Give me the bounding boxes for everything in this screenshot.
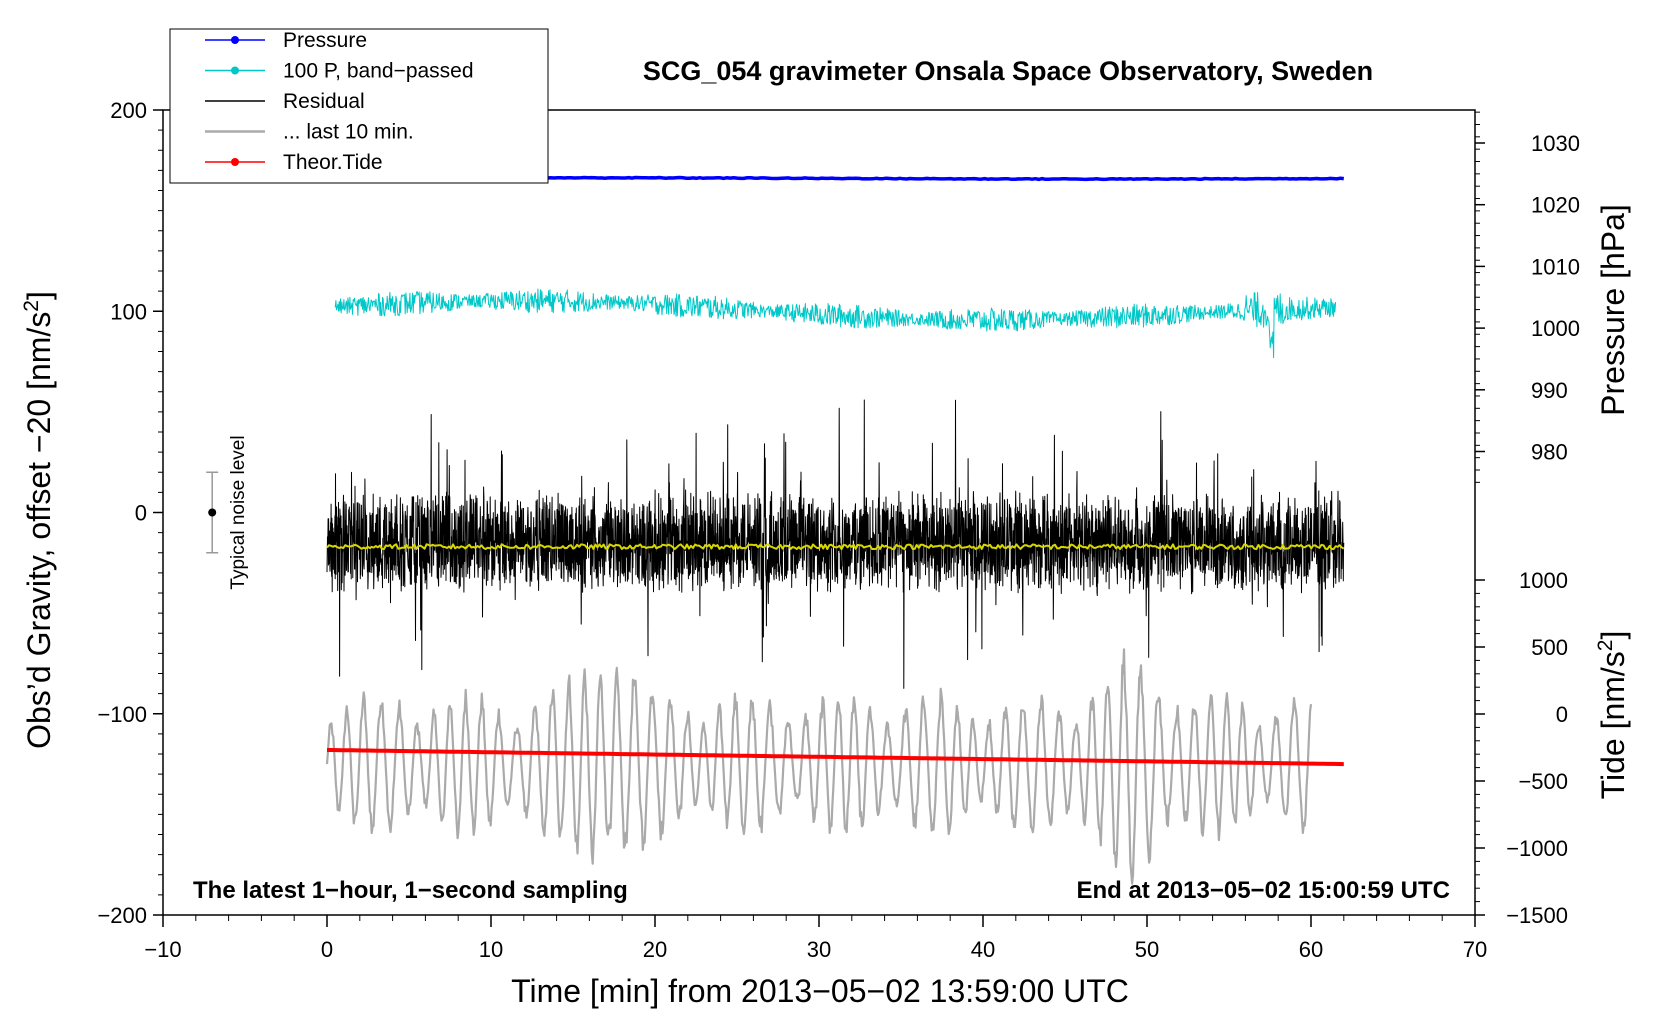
tide-tick-label: −1000	[1506, 836, 1568, 861]
series-band-passed	[334, 288, 1337, 359]
series-last-10-min	[325, 648, 1313, 885]
chart-title: SCG_054 gravimeter Onsala Space Observat…	[643, 56, 1373, 86]
y-tick-label: 100	[110, 299, 147, 324]
x-tick-label: 60	[1299, 937, 1323, 962]
pressure-tick-label: 990	[1531, 378, 1568, 403]
ticks-layer: −10 0 10 20 30 40 50 60 70−200−10001002009809901…	[97, 98, 1580, 962]
legend-box	[169, 28, 549, 184]
x-tick-label: −10	[144, 937, 181, 962]
x-tick-label: 30	[807, 937, 831, 962]
legend-label: Pressure	[283, 29, 367, 52]
legend-label: Residual	[283, 90, 365, 113]
series-residual-mean	[326, 543, 1345, 551]
y-axis-title-sup: 2	[20, 300, 43, 312]
x-tick-label: 20	[643, 937, 667, 962]
noise-level-indicator: Typical noise level	[206, 435, 249, 590]
pressure-tick-label: 980	[1531, 440, 1568, 465]
tide-axis-title: Tide [nm/s2]	[1594, 631, 1631, 800]
legend: Pressure 100 P, band−passed Residual ... la…	[169, 28, 549, 184]
legend-marker	[231, 36, 239, 44]
legend-marker	[231, 66, 239, 75]
y-tick-label: −100	[97, 702, 147, 727]
pressure-axis-title: Pressure [hPa]	[1595, 204, 1631, 416]
legend-label: Theor.Tide	[283, 151, 383, 174]
annotation-right: End at 2013−05−02 15:00:59 UTC	[1076, 877, 1450, 904]
annotation-left: The latest 1−hour, 1−second sampling	[193, 877, 628, 904]
y-axis-title: Obs’d Gravity, offset −20 [nm/s2]	[20, 291, 57, 749]
series-theor-tide	[327, 748, 1344, 767]
pressure-tick-label: 1030	[1531, 131, 1580, 156]
y-tick-label: 0	[135, 501, 147, 526]
pressure-tick-label: 1020	[1531, 193, 1580, 218]
legend-label: 100 P, band−passed	[283, 60, 474, 83]
y-tick-label: −200	[97, 903, 147, 928]
tide-axis-title-sup: 2	[1594, 640, 1617, 652]
legend-marker	[231, 158, 239, 166]
tide-tick-label: 500	[1531, 635, 1568, 660]
tide-tick-label: 1000	[1519, 568, 1568, 593]
tide-tick-label: −500	[1518, 769, 1568, 794]
noise-bar-dot	[208, 508, 217, 517]
tide-tick-label: −1500	[1506, 903, 1568, 928]
pressure-tick-label: 1000	[1531, 316, 1580, 341]
x-tick-label: 40	[971, 937, 995, 962]
series-layer	[325, 175, 1345, 885]
series-residual	[326, 399, 1345, 689]
x-tick-label: 70	[1463, 937, 1487, 962]
y-tick-label: 200	[110, 98, 147, 123]
x-tick-label: 10	[479, 937, 503, 962]
x-tick-label: 50	[1135, 937, 1159, 962]
x-tick-label: 0	[321, 937, 333, 962]
tide-tick-label: 0	[1556, 702, 1568, 727]
noise-label: Typical noise level	[228, 435, 249, 589]
x-axis-title: Time [min] from 2013−05−02 13:59:00 UTC	[511, 973, 1129, 1009]
legend-label: ... last 10 min.	[283, 121, 414, 144]
pressure-tick-label: 1010	[1531, 254, 1580, 279]
